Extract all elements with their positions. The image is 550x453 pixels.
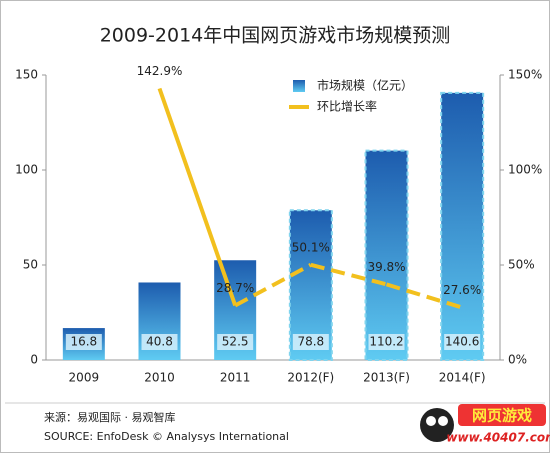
x-tick-label: 2012(F) — [287, 371, 334, 385]
value-label-bg — [141, 334, 178, 350]
value-label: 142.9% — [137, 64, 183, 78]
line-segment — [234, 263, 312, 308]
y2-tick-label: 100% — [508, 163, 542, 177]
line-segment — [157, 87, 238, 307]
x-tick-label: 2011 — [220, 371, 251, 385]
x-tick-label: 2014(F) — [439, 371, 486, 385]
value-label: 110.2 — [369, 335, 403, 349]
y-tick-label: 50 — [23, 258, 38, 272]
chart-title: 2009-2014年中国网页游戏市场规模预测 — [100, 25, 451, 47]
value-label-bg — [292, 334, 329, 350]
value-label: 27.6% — [443, 283, 481, 297]
legend-label: 市场规模（亿元） — [317, 78, 413, 93]
x-tick-label: 2010 — [144, 371, 175, 385]
value-label: 39.8% — [367, 260, 405, 274]
y2-tick-label: 150% — [508, 68, 542, 82]
bar — [440, 91, 485, 362]
source-line: SOURCE: EnfoDesk © Analysys Internationa… — [44, 430, 289, 443]
value-label-bg — [444, 334, 481, 350]
y-tick-label: 100 — [15, 163, 38, 177]
source-line: 来源：易观国际 · 易观智库 — [44, 410, 176, 424]
y-tick-label: 150 — [15, 68, 38, 82]
logo: 网页游戏 www.40407.com — [420, 404, 550, 445]
value-label: 40.8 — [146, 335, 173, 349]
bar — [364, 149, 409, 361]
legend-swatch — [293, 80, 305, 92]
logo-url: www.40407.com — [446, 431, 550, 445]
x-tick-label: 2013(F) — [363, 371, 410, 385]
x-tick-label: 2009 — [69, 371, 100, 385]
value-label: 50.1% — [292, 240, 330, 254]
y-tick-label: 0 — [30, 353, 38, 367]
value-label: 52.5 — [222, 335, 249, 349]
y2-tick-label: 0% — [508, 353, 527, 367]
line-segment — [385, 282, 463, 310]
value-label-bg — [217, 334, 254, 350]
logo-title: 网页游戏 — [472, 407, 532, 425]
y2-tick-label: 50% — [508, 258, 535, 272]
value-label: 28.7% — [216, 281, 254, 295]
value-label: 140.6 — [445, 335, 479, 349]
legend-label: 环比增长率 — [317, 99, 377, 114]
value-label-bg — [65, 334, 102, 350]
value-label: 16.8 — [70, 335, 97, 349]
value-label-bg — [368, 334, 405, 350]
line-segment — [310, 262, 388, 287]
value-label: 78.8 — [297, 335, 324, 349]
